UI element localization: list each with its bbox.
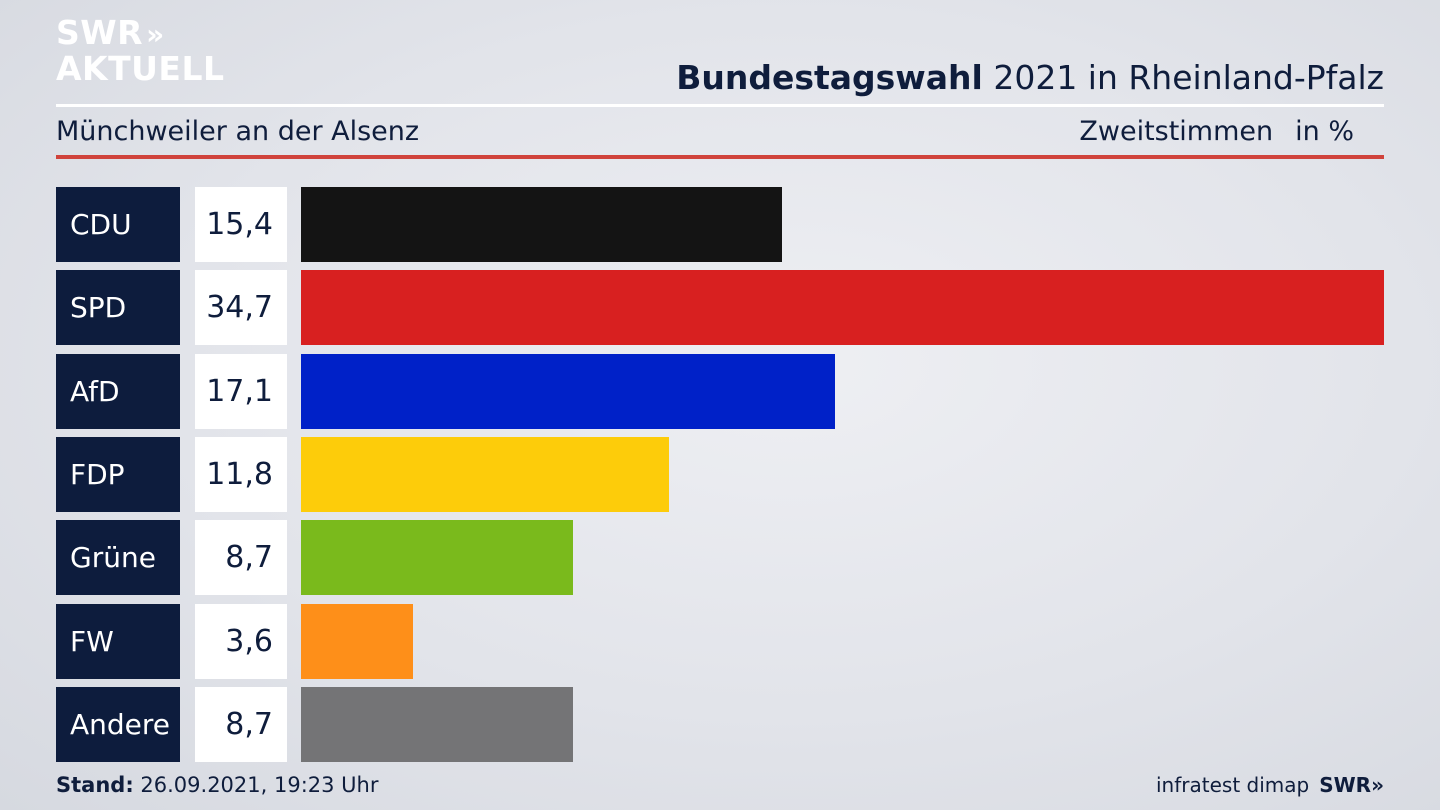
- location-label: Münchweiler an der Alsenz: [56, 116, 420, 147]
- subheader-divider: [56, 155, 1384, 159]
- bar: [301, 187, 782, 262]
- value-label: 3,6: [195, 604, 287, 679]
- stand-label: Stand:: [56, 773, 134, 797]
- chevrons-icon: »: [146, 18, 164, 51]
- chart-title-bold: Bundestagswahl: [676, 58, 983, 97]
- source-credit: infratest dimap SWR»: [1156, 770, 1384, 800]
- category-label: SPD: [56, 270, 180, 345]
- category-label: AfD: [56, 354, 180, 429]
- chart-row-spd: SPD 34,7: [56, 270, 1384, 345]
- value-label: 8,7: [195, 687, 287, 762]
- measure-label: Zweitstimmen in %: [1079, 114, 1354, 150]
- chart-row-andere: Andere 8,7: [56, 687, 1384, 762]
- category-label: Andere: [56, 687, 180, 762]
- value-label: 11,8: [195, 437, 287, 512]
- value-label: 17,1: [195, 354, 287, 429]
- chart-title-rest: 2021 in Rheinland-Pfalz: [982, 58, 1384, 97]
- category-label: Grüne: [56, 520, 180, 595]
- bar: [301, 437, 669, 512]
- bar: [301, 520, 573, 595]
- chart-row-grüne: Grüne 8,7: [56, 520, 1384, 595]
- chart-row-cdu: CDU 15,4: [56, 187, 1384, 262]
- chart-row-fw: FW 3,6: [56, 604, 1384, 679]
- source-label: infratest dimap: [1156, 773, 1310, 797]
- swr-brand: SWR»: [1319, 773, 1384, 797]
- swr-aktuell-logo: SWR» AKTUELL: [56, 16, 225, 86]
- chart-title: Bundestagswahl 2021 in Rheinland-Pfalz: [676, 56, 1384, 100]
- value-label: 15,4: [195, 187, 287, 262]
- bar: [301, 270, 1384, 345]
- bar: [301, 604, 413, 679]
- unit-label: in %: [1295, 116, 1354, 147]
- chart-row-afd: AfD 17,1: [56, 354, 1384, 429]
- header-divider: [56, 104, 1384, 107]
- category-label: FDP: [56, 437, 180, 512]
- category-label: CDU: [56, 187, 180, 262]
- chart-row-fdp: FDP 11,8: [56, 437, 1384, 512]
- value-label: 34,7: [195, 270, 287, 345]
- timestamp: Stand: 26.09.2021, 19:23 Uhr: [56, 770, 379, 800]
- bar: [301, 687, 573, 762]
- logo-line-aktuell: AKTUELL: [56, 49, 225, 88]
- value-label: 8,7: [195, 520, 287, 595]
- logo-line-swr: SWR»: [56, 13, 164, 52]
- bar: [301, 354, 835, 429]
- stand-value: 26.09.2021, 19:23 Uhr: [133, 773, 379, 797]
- category-label: FW: [56, 604, 180, 679]
- measure-name: Zweitstimmen: [1079, 116, 1274, 147]
